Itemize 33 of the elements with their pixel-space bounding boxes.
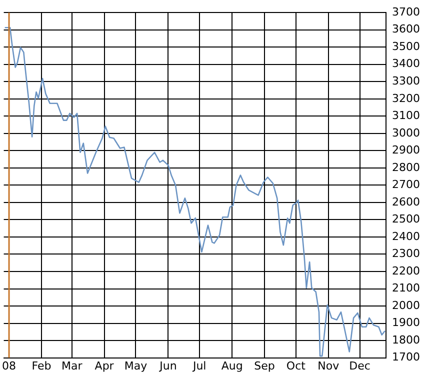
y-tick-label: 2500 (392, 212, 420, 226)
x-tick-label: 08 (2, 359, 16, 372)
y-tick-label: 3400 (392, 57, 420, 70)
y-tick-label: 2400 (392, 230, 420, 243)
x-tick-label: Sep (254, 359, 275, 372)
y-tick-label: 3600 (392, 22, 420, 36)
y-tick-label: 2900 (392, 144, 420, 157)
x-tick-label: Mar (61, 359, 83, 372)
y-tick-label: 2700 (392, 178, 420, 192)
x-tick-label: Jun (158, 359, 177, 372)
x-tick-label: Nov (318, 359, 340, 372)
x-tick-label: Aug (221, 359, 243, 372)
y-tick-label: 2200 (392, 264, 420, 278)
y-tick-label: 3500 (392, 40, 420, 53)
x-tick-label: May (124, 359, 148, 372)
y-tick-label: 3700 (392, 5, 420, 18)
y-tick-label: 1900 (392, 316, 420, 330)
y-tick-label: 3300 (392, 74, 420, 88)
y-tick-label: 2000 (392, 298, 420, 312)
x-tick-label: Apr (94, 359, 114, 372)
y-tick-label: 3200 (392, 92, 420, 105)
x-tick-label: Jul (192, 359, 206, 372)
y-tick-label: 3100 (392, 109, 420, 122)
x-tick-label: Oct (286, 359, 306, 372)
y-tick-label: 2800 (392, 160, 420, 174)
y-tick-label: 2100 (392, 282, 420, 295)
x-tick-label: Feb (32, 359, 52, 372)
y-tick-label: 2600 (392, 195, 420, 208)
y-tick-label: 3000 (392, 126, 420, 140)
y-tick-label: 2300 (392, 247, 420, 260)
x-tick-label: Dec (349, 359, 370, 372)
y-tick-label: 1700 (392, 350, 420, 364)
y-tick-label: 1800 (392, 333, 420, 346)
